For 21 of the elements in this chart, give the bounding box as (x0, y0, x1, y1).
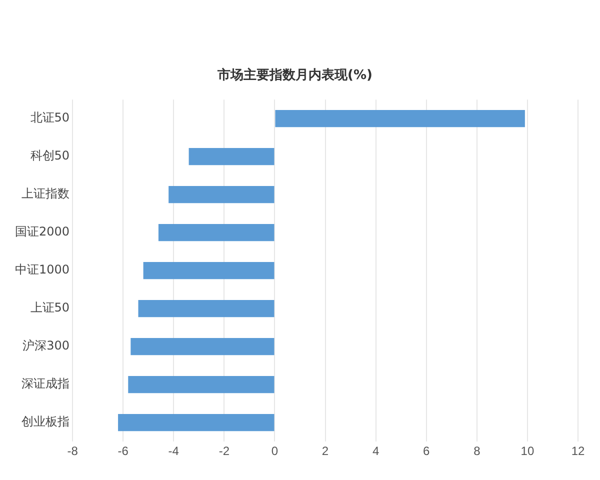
y-tick-label: 深证成指 (22, 376, 70, 391)
x-tick-label: -2 (218, 444, 230, 458)
y-tick-label: 国证2000 (14, 224, 70, 239)
chart-title: 市场主要指数月内表现(%) (216, 67, 372, 84)
y-tick-label: 沪深300 (22, 338, 70, 353)
x-tick-label: 0 (271, 444, 278, 458)
x-tick-label: 6 (423, 444, 430, 458)
x-tick-label: 8 (474, 444, 481, 458)
x-tick-label: -4 (168, 444, 180, 458)
y-tick-label: 上证指数 (22, 186, 70, 201)
x-tick-label: 4 (372, 444, 380, 458)
x-tick-label: 10 (520, 444, 534, 458)
y-tick-label: 上证50 (30, 300, 70, 315)
x-tick-label: 12 (571, 444, 585, 458)
y-tick-label: 中证1000 (14, 262, 70, 277)
x-tick-label: -8 (67, 444, 78, 458)
y-tick-label: 科创50 (30, 148, 70, 163)
y-tick-label: 北证50 (30, 110, 70, 125)
x-tick-label: 2 (322, 444, 329, 458)
x-tick-label: -6 (118, 444, 129, 458)
y-tick-label: 创业板指 (22, 414, 70, 429)
